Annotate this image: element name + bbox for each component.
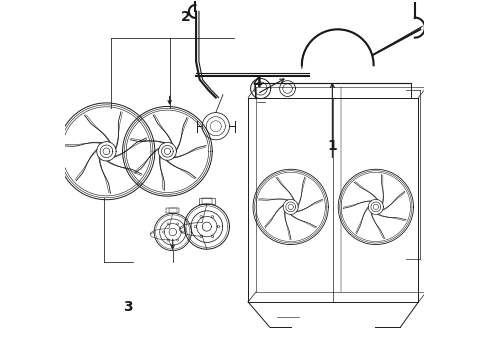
Text: 1: 1 <box>327 139 337 153</box>
Text: 4: 4 <box>252 76 262 90</box>
Text: 3: 3 <box>123 300 133 314</box>
Text: 2: 2 <box>180 10 190 24</box>
